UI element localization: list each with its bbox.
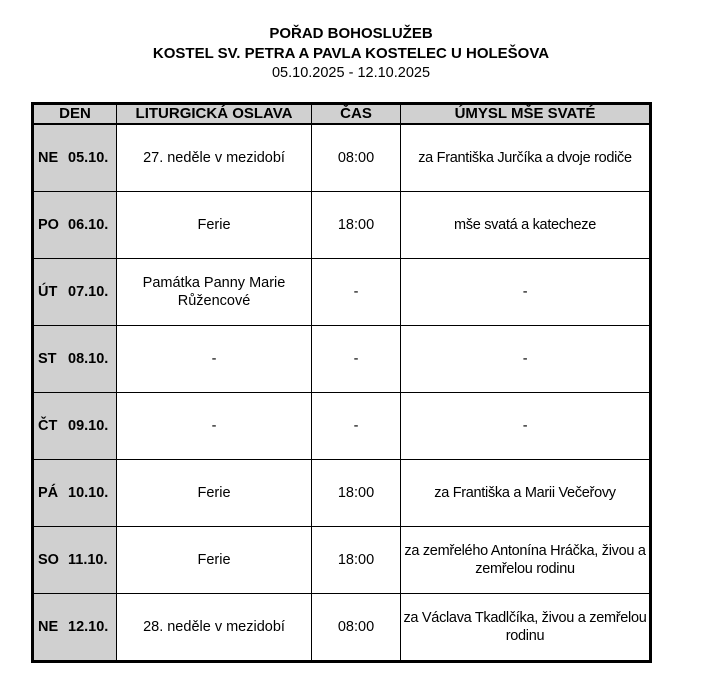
intention-cell: - (400, 258, 651, 326)
day-date: 09.10. (68, 418, 109, 434)
day-of-week: ST (38, 351, 57, 367)
day-date: 05.10. (68, 150, 109, 166)
table-row: PÁ 10.10. Ferie 18:00 za Františka a Marii V… (32, 459, 651, 527)
column-header-celebration: LITURGICKÁ OSLAVA (116, 103, 312, 125)
day-cell: ČT 09.10. (32, 392, 117, 460)
intention-cell: mše svatá a katecheze (400, 191, 651, 259)
time-cell: 18:00 (311, 526, 401, 594)
header-row: DEN LITURGICKÁ OSLAVA ČAS ÚMYSL MŠE SVAT… (32, 103, 651, 125)
day-cell: NE 12.10. (32, 593, 117, 662)
celebration-cell: Památka Panny Marie Růžencové (116, 258, 312, 326)
table-row: ČT 09.10. - - - (32, 392, 651, 460)
day-of-week: PO (38, 217, 59, 233)
table-row: ST 08.10. - - - (32, 325, 651, 393)
day-of-week: SO (38, 552, 59, 568)
day-of-week: PÁ (38, 485, 59, 501)
schedule-table: DEN LITURGICKÁ OSLAVA ČAS ÚMYSL MŠE SVAT… (31, 102, 652, 663)
day-cell: SO 11.10. (32, 526, 117, 594)
table-row: PO 06.10. Ferie 18:00 mše svatá a katecheze (32, 191, 651, 259)
intention-cell: za zemřelého Antonína Hráčka, živou a ze… (400, 526, 651, 594)
day-cell: PO 06.10. (32, 191, 117, 259)
table-row: NE 12.10. 28. neděle v mezidobí 08:00 za Vác… (32, 593, 651, 662)
day-date: 07.10. (68, 284, 109, 300)
intention-cell: za Františka a Marii Večeřovy (400, 459, 651, 527)
day-of-week: NE (38, 619, 59, 635)
column-header-time: ČAS (311, 103, 401, 125)
day-cell: ÚT 07.10. (32, 258, 117, 326)
table-row: NE 05.10. 27. neděle v mezidobí 08:00 za Fra… (32, 123, 651, 192)
intention-cell: - (400, 392, 651, 460)
celebration-cell: 27. neděle v mezidobí (116, 123, 312, 192)
celebration-cell: - (116, 325, 312, 393)
celebration-cell: - (116, 392, 312, 460)
day-of-week: ČT (38, 418, 58, 434)
celebration-cell: Ferie (116, 191, 312, 259)
day-date: 11.10. (68, 552, 108, 568)
day-of-week: NE (38, 150, 59, 166)
time-cell: - (311, 325, 401, 393)
intention-cell: - (400, 325, 651, 393)
celebration-cell: Ferie (116, 526, 312, 594)
celebration-cell: Ferie (116, 459, 312, 527)
time-cell: 18:00 (311, 459, 401, 527)
document-title: POŘAD BOHOSLUŽEB (269, 25, 433, 42)
day-cell: PÁ 10.10. (32, 459, 117, 527)
table-row: ÚT 07.10. Památka Panny Marie Růžencové - - (32, 258, 651, 326)
day-date: 08.10. (68, 351, 109, 367)
intention-cell: za Františka Jurčíka a dvoje rodiče (400, 123, 651, 192)
date-range: 05.10.2025 - 12.10.2025 (271, 65, 431, 81)
day-date: 12.10. (68, 619, 109, 635)
column-header-day: DEN (32, 103, 117, 125)
time-cell: 08:00 (311, 593, 401, 662)
day-of-week: ÚT (38, 284, 58, 300)
day-date: 06.10. (68, 217, 109, 233)
church-name: KOSTEL SV. PETRA A PAVLA KOSTELEC U HOLE… (152, 45, 550, 62)
table-row: SO 11.10. Ferie 18:00 za zemřelého Antonína … (32, 526, 651, 594)
day-date: 10.10. (68, 485, 109, 501)
celebration-cell: 28. neděle v mezidobí (116, 593, 312, 662)
intention-cell: za Václava Tkadlčíka, živou a zemřelou r… (400, 593, 651, 662)
time-cell: 18:00 (311, 191, 401, 259)
column-header-intention: ÚMYSL MŠE SVATÉ (400, 103, 651, 125)
time-cell: - (311, 258, 401, 326)
time-cell: - (311, 392, 401, 460)
day-cell: NE 05.10. (32, 123, 117, 192)
day-cell: ST 08.10. (32, 325, 117, 393)
time-cell: 08:00 (311, 123, 401, 192)
